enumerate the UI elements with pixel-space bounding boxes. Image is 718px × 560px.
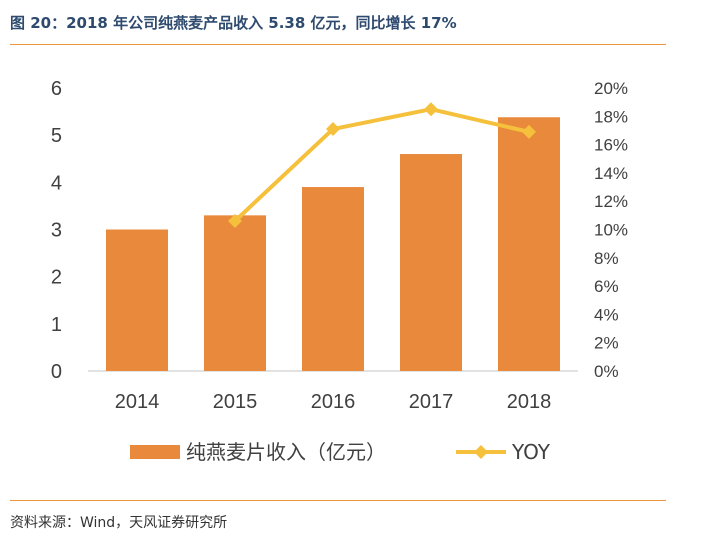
yoy-line-series	[228, 102, 536, 229]
left-tick-label: 2	[51, 267, 62, 289]
right-tick-label: 10%	[594, 221, 628, 240]
right-tick-label: 8%	[594, 249, 619, 268]
x-tick-label: 2014	[115, 391, 160, 413]
chart-svg: 0 1 2 3 4 5 6 0% 2% 4% 6% 8% 10% 12% 14% 16% 18% 20% 201…	[51, 78, 628, 464]
right-tick-label: 16%	[594, 136, 628, 155]
left-tick-label: 6	[51, 78, 62, 100]
x-tick-label: 2017	[409, 391, 454, 413]
left-tick-label: 5	[51, 125, 62, 147]
yoy-point-2015	[228, 214, 242, 229]
left-tick-label: 1	[51, 314, 62, 336]
right-tick-label: 14%	[594, 164, 628, 183]
yoy-point-2016	[326, 122, 340, 137]
legend-bar-swatch	[130, 445, 180, 459]
bar-2014	[106, 229, 168, 371]
bar-2017	[400, 154, 462, 371]
right-tick-label: 0%	[594, 362, 619, 381]
bar-2016	[302, 187, 364, 371]
yoy-point-2018	[522, 124, 536, 139]
right-tick-label: 4%	[594, 305, 619, 324]
left-tick-label: 3	[51, 220, 62, 242]
right-tick-label: 18%	[594, 107, 628, 126]
right-tick-label: 2%	[594, 334, 619, 353]
x-tick-label: 2018	[507, 391, 552, 413]
right-axis-ticks: 0% 2% 4% 6% 8% 10% 12% 14% 16% 18% 20%	[594, 79, 628, 381]
bar-2015	[204, 215, 266, 371]
bar-2018	[498, 117, 560, 371]
left-axis-ticks: 0 1 2 3 4 5 6	[51, 78, 62, 383]
source-note: 资料来源：Wind，天风证券研究所	[10, 515, 228, 531]
x-axis-ticks: 2014 2015 2016 2017 2018	[115, 391, 552, 413]
legend-line-label: YOY	[511, 440, 551, 464]
right-tick-label: 20%	[594, 79, 628, 98]
figure-title: 图 20：2018 年公司纯燕麦产品收入 5.38 亿元，同比增长 17%	[10, 14, 457, 32]
legend: 纯燕麦片收入（亿元） YOY	[130, 440, 551, 464]
source-rule	[10, 500, 666, 501]
x-tick-label: 2016	[311, 391, 356, 413]
x-tick-label: 2015	[213, 391, 258, 413]
left-tick-label: 0	[51, 361, 62, 383]
right-tick-label: 12%	[594, 192, 628, 211]
yoy-point-2017	[424, 102, 438, 117]
yoy-line	[233, 107, 530, 223]
title-rule	[10, 44, 666, 45]
right-tick-label: 6%	[594, 277, 619, 296]
legend-bar-label: 纯燕麦片收入（亿元）	[186, 440, 386, 464]
left-tick-label: 4	[51, 172, 62, 194]
legend-line-marker	[474, 445, 488, 459]
bar-series	[106, 117, 560, 371]
